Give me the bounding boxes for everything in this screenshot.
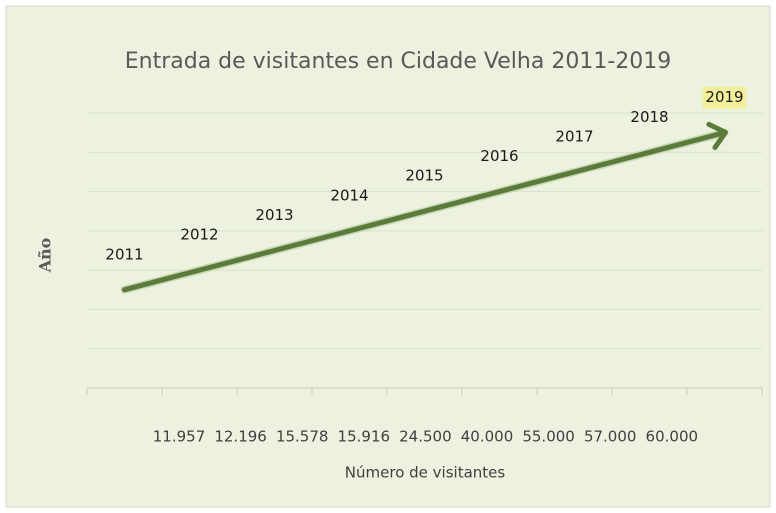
x-tick-label: 11.957	[153, 428, 206, 446]
x-tick-label: 12.196	[214, 428, 267, 446]
trend-arrow	[122, 121, 728, 293]
data-label: 2014	[330, 186, 368, 204]
data-label: 2011	[105, 245, 143, 263]
x-tick-label: 55.000	[522, 428, 575, 446]
data-label: 2015	[405, 167, 443, 185]
x-tick-label: 24.500	[399, 428, 452, 446]
chart-title: Entrada de visitantes en Cidade Velha 20…	[125, 49, 672, 74]
data-label: 2019	[705, 88, 743, 106]
x-tick-label: 60.000	[646, 428, 699, 446]
data-label: 2012	[180, 226, 218, 244]
data-label: 2017	[555, 127, 593, 145]
label-highlight	[702, 86, 747, 109]
x-tick-label: 57.000	[584, 428, 637, 446]
x-axis-label: Número de visitantes	[345, 464, 506, 482]
y-axis-label: Año	[36, 237, 55, 273]
data-label: 2016	[480, 147, 518, 165]
x-tick-label: 40.000	[461, 428, 514, 446]
x-tick-label: 15.916	[338, 428, 391, 446]
chart-background	[5, 5, 771, 508]
data-label: 2013	[255, 206, 293, 224]
x-tick-label: 15.578	[276, 428, 329, 446]
data-label: 2018	[630, 108, 668, 126]
